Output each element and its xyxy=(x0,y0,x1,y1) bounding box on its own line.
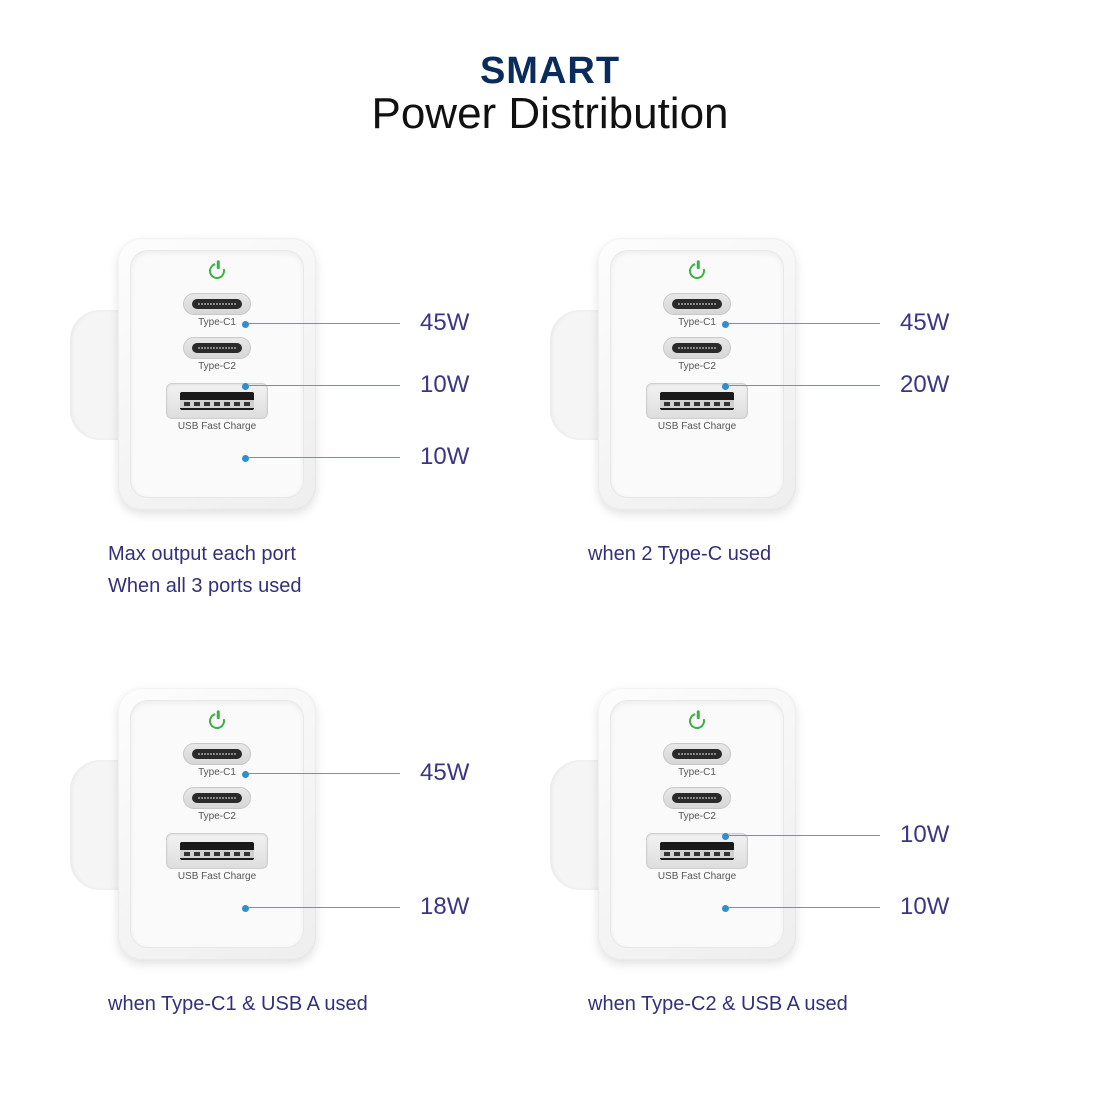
port-usb-a xyxy=(646,833,748,869)
port-type-c1 xyxy=(663,293,731,315)
wattage-label: 18W xyxy=(420,893,469,921)
lead-dot-icon xyxy=(242,455,249,462)
charger-face: Type-C1 Type-C2 USB Fast Charge xyxy=(130,250,304,498)
port-label-c1: Type-C1 xyxy=(678,317,716,328)
port-type-c1 xyxy=(663,743,731,765)
scenario-caption: when Type-C2 & USB A used xyxy=(588,988,1080,1020)
scenario-caption: when 2 Type-C used xyxy=(588,538,1080,570)
caption-line: Max output each port xyxy=(108,538,600,570)
lead-dot-icon xyxy=(242,321,249,328)
wattage-label: 45W xyxy=(420,759,469,787)
port-type-c2 xyxy=(183,337,251,359)
caption-line: When all 3 ports used xyxy=(108,570,600,602)
lead-dot-icon xyxy=(722,905,729,912)
port-label-c1: Type-C1 xyxy=(198,767,236,778)
lead-dot-icon xyxy=(242,383,249,390)
wattage-label: 45W xyxy=(900,309,949,337)
port-label-a: USB Fast Charge xyxy=(178,421,256,432)
power-led-icon xyxy=(686,260,708,282)
port-type-c2 xyxy=(183,787,251,809)
port-label-c1: Type-C1 xyxy=(198,317,236,328)
charger: Type-C1 Type-C2 USB Fast Charge 45W20W xyxy=(580,220,910,520)
lead-line xyxy=(245,907,400,908)
power-led-icon xyxy=(686,710,708,732)
charger-face: Type-C1 Type-C2 USB Fast Charge xyxy=(610,700,784,948)
lead-dot-icon xyxy=(722,833,729,840)
lead-line xyxy=(245,323,400,324)
panels-grid: Type-C1 Type-C2 USB Fast Charge 45W 10W 10… xyxy=(0,220,1100,1060)
wattage-label: 10W xyxy=(900,893,949,921)
lead-line xyxy=(725,385,880,386)
port-usb-a xyxy=(166,383,268,419)
caption-line: when 2 Type-C used xyxy=(588,538,1080,570)
port-type-c1 xyxy=(183,743,251,765)
power-led-icon xyxy=(206,710,228,732)
title-subtitle: Power Distribution xyxy=(0,89,1100,139)
lead-line xyxy=(245,457,400,458)
charger: Type-C1 Type-C2 USB Fast Charge 45W10W10… xyxy=(100,220,430,520)
port-label-c2: Type-C2 xyxy=(678,361,716,372)
lead-dot-icon xyxy=(722,321,729,328)
scenario-panel: Type-C1 Type-C2 USB Fast Charge 45W 10W 10… xyxy=(100,220,600,602)
scenario-panel: Type-C1 Type-C2 USB Fast Charge 45W18Wwh… xyxy=(100,670,600,1020)
lead-line xyxy=(725,323,880,324)
lead-dot-icon xyxy=(242,771,249,778)
port-usb-a xyxy=(646,383,748,419)
lead-line xyxy=(245,385,400,386)
port-type-c2 xyxy=(663,337,731,359)
port-label-c2: Type-C2 xyxy=(678,811,716,822)
lead-dot-icon xyxy=(242,905,249,912)
wattage-label: 45W xyxy=(420,309,469,337)
charger: Type-C1 Type-C2 USB Fast Charge 10W10W xyxy=(580,670,910,970)
charger-face: Type-C1 Type-C2 USB Fast Charge xyxy=(610,250,784,498)
power-led-icon xyxy=(206,260,228,282)
wattage-label: 10W xyxy=(420,443,469,471)
port-type-c1 xyxy=(183,293,251,315)
charger-face: Type-C1 Type-C2 USB Fast Charge xyxy=(130,700,304,948)
wattage-label: 10W xyxy=(900,821,949,849)
title-smart: SMART xyxy=(0,50,1100,93)
title-block: SMART Power Distribution xyxy=(0,0,1100,139)
scenario-panel: Type-C1 Type-C2 USB Fast Charge 45W20Wwh… xyxy=(580,220,1080,570)
charger: Type-C1 Type-C2 USB Fast Charge 45W18W xyxy=(100,670,430,970)
port-type-c2 xyxy=(663,787,731,809)
port-label-a: USB Fast Charge xyxy=(178,871,256,882)
lead-dot-icon xyxy=(722,383,729,390)
lead-line xyxy=(245,773,400,774)
caption-line: when Type-C2 & USB A used xyxy=(588,988,1080,1020)
port-label-c2: Type-C2 xyxy=(198,811,236,822)
port-label-a: USB Fast Charge xyxy=(658,421,736,432)
port-label-c1: Type-C1 xyxy=(678,767,716,778)
caption-line: when Type-C1 & USB A used xyxy=(108,988,600,1020)
wattage-label: 20W xyxy=(900,371,949,399)
scenario-caption: when Type-C1 & USB A used xyxy=(108,988,600,1020)
lead-line xyxy=(725,907,880,908)
port-label-a: USB Fast Charge xyxy=(658,871,736,882)
port-label-c2: Type-C2 xyxy=(198,361,236,372)
scenario-panel: Type-C1 Type-C2 USB Fast Charge 10W10Wwh… xyxy=(580,670,1080,1020)
scenario-caption: Max output each portWhen all 3 ports use… xyxy=(108,538,600,602)
port-usb-a xyxy=(166,833,268,869)
wattage-label: 10W xyxy=(420,371,469,399)
lead-line xyxy=(725,835,880,836)
